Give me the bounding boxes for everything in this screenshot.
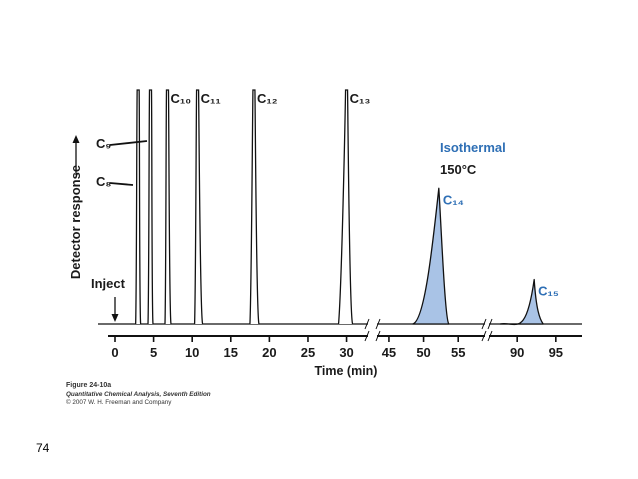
inject-label: Inject: [91, 276, 126, 291]
y-axis-label: Detector response: [68, 165, 83, 279]
peak-1: [135, 89, 142, 325]
x-tick-label-10: 90: [510, 345, 524, 360]
peak-8: [499, 278, 544, 326]
peak-label-5: C₁₂: [257, 91, 278, 106]
y-axis-arrow-head: [72, 135, 80, 143]
peak-2: [147, 89, 154, 325]
peak-6: [337, 89, 354, 325]
x-axis-break-1: [364, 330, 381, 342]
peak-3: [164, 89, 172, 325]
temperature-label: 150°C: [440, 162, 477, 177]
page-number: 74: [36, 441, 50, 455]
peak-label-4: C₁₁: [201, 91, 221, 106]
peak-label-1: C₈: [96, 174, 111, 189]
caption-copyright: © 2007 W. H. Freeman and Company: [66, 399, 172, 407]
peak-label-7: C₁₄: [443, 192, 464, 207]
x-tick-label-3: 15: [224, 345, 238, 360]
x-tick-label-11: 95: [549, 345, 563, 360]
x-tick-label-7: 45: [382, 345, 396, 360]
x-axis-break-2: [481, 330, 493, 342]
peak-label-2: C₉: [96, 136, 111, 151]
peak-4: [193, 89, 204, 325]
x-axis-label: Time (min): [315, 364, 378, 378]
x-tick-label-1: 5: [150, 345, 157, 360]
isothermal-label: Isothermal: [440, 140, 506, 155]
plot-area: 0 5 10 15 20 25 30 45 50 55 90 95 C₈ C₉ C₁₀ C₁₁ C₁₂ C₁₃ C₁…: [96, 89, 582, 360]
peak-label-3: C₁₀: [170, 91, 191, 106]
peak-label-6: C₁₃: [350, 91, 371, 106]
peak-leader-1: [109, 182, 134, 186]
x-tick-label-0: 0: [111, 345, 118, 360]
inject-arrow-head: [111, 314, 119, 322]
x-tick-label-2: 10: [185, 345, 199, 360]
peak-7: [412, 187, 450, 325]
peak-5: [249, 89, 260, 325]
caption-subtitle: Quantitative Chemical Analysis, Seventh …: [66, 390, 211, 398]
figure-caption: Figure 24-10a Quantitative Chemical Anal…: [66, 382, 211, 408]
x-tick-label-5: 25: [301, 345, 315, 360]
x-tick-label-9: 55: [451, 345, 465, 360]
peak-label-8: C₁₅: [538, 284, 559, 299]
x-tick-label-8: 50: [416, 345, 430, 360]
peak-leader-2: [109, 140, 148, 146]
caption-title: Figure 24-10a: [66, 382, 112, 389]
x-tick-label-4: 20: [262, 345, 276, 360]
x-tick-label-6: 30: [339, 345, 353, 360]
